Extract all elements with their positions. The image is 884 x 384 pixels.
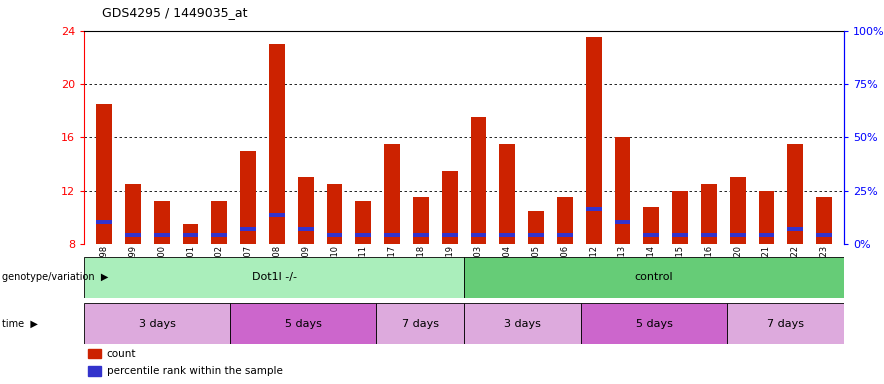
Bar [614,137,630,244]
Bar [183,224,198,244]
Bar [230,303,377,344]
Bar [355,233,371,237]
Bar [442,170,458,244]
Bar [96,104,112,244]
Text: 3 days: 3 days [139,318,176,329]
Bar [470,117,486,244]
Bar [788,144,804,244]
Bar [672,190,688,244]
Bar [644,233,659,237]
Bar [298,177,314,244]
Bar [758,233,774,237]
Text: 7 days: 7 days [767,318,804,329]
Bar [614,220,630,224]
Bar [586,207,602,210]
Bar [730,177,745,244]
Bar [470,233,486,237]
Text: count: count [107,349,136,359]
Bar [816,233,832,237]
Bar [581,303,728,344]
Text: control: control [635,272,674,283]
Bar [125,233,141,237]
Bar [298,227,314,230]
Bar [240,227,256,230]
Text: 7 days: 7 days [401,318,438,329]
Bar [499,233,515,237]
Bar [154,201,170,244]
Bar [88,349,102,358]
Text: time  ▶: time ▶ [2,318,38,329]
Bar [528,233,544,237]
Bar [557,197,573,244]
Bar [701,233,717,237]
Text: GDS4295 / 1449035_at: GDS4295 / 1449035_at [102,6,248,19]
Bar [385,144,400,244]
Bar [557,233,573,237]
Bar [385,233,400,237]
Text: genotype/variation  ▶: genotype/variation ▶ [2,272,108,283]
Text: percentile rank within the sample: percentile rank within the sample [107,366,283,376]
Bar [211,201,227,244]
Bar [464,303,581,344]
Bar [88,366,102,376]
Bar [125,184,141,244]
Bar [586,37,602,244]
Bar [377,303,464,344]
Bar [442,233,458,237]
Bar [816,197,832,244]
Text: 5 days: 5 days [285,318,322,329]
Bar [84,303,230,344]
Bar [154,233,170,237]
Bar [499,144,515,244]
Bar [728,303,844,344]
Text: 5 days: 5 days [636,318,673,329]
Bar [528,210,544,244]
Bar [355,201,371,244]
Bar [644,207,659,244]
Bar [413,233,429,237]
Bar [701,184,717,244]
Bar [464,257,844,298]
Bar [758,190,774,244]
Bar [96,220,112,224]
Bar [326,184,342,244]
Text: 3 days: 3 days [504,318,541,329]
Bar [269,214,285,217]
Text: Dot1l -/-: Dot1l -/- [252,272,296,283]
Bar [788,227,804,230]
Bar [730,233,745,237]
Bar [413,197,429,244]
Bar [269,44,285,244]
Bar [84,257,464,298]
Bar [183,233,198,237]
Bar [672,233,688,237]
Bar [326,233,342,237]
Bar [240,151,256,244]
Bar [211,233,227,237]
